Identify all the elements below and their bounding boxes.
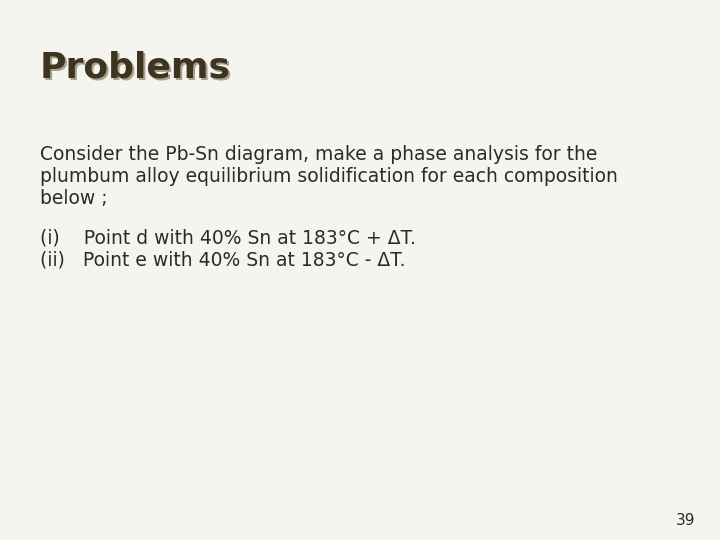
Text: plumbum alloy equilibrium solidification for each composition: plumbum alloy equilibrium solidification… — [40, 167, 618, 186]
Text: below ;: below ; — [40, 189, 107, 208]
Text: Problems: Problems — [42, 53, 233, 87]
Text: 39: 39 — [675, 513, 695, 528]
Text: Consider the Pb-Sn diagram, make a phase analysis for the: Consider the Pb-Sn diagram, make a phase… — [40, 145, 598, 164]
Text: Problems: Problems — [40, 50, 231, 84]
Text: (i)    Point d with 40% Sn at 183°C + ΔT.: (i) Point d with 40% Sn at 183°C + ΔT. — [40, 228, 416, 248]
Text: (ii)   Point e with 40% Sn at 183°C - ΔT.: (ii) Point e with 40% Sn at 183°C - ΔT. — [40, 251, 405, 269]
